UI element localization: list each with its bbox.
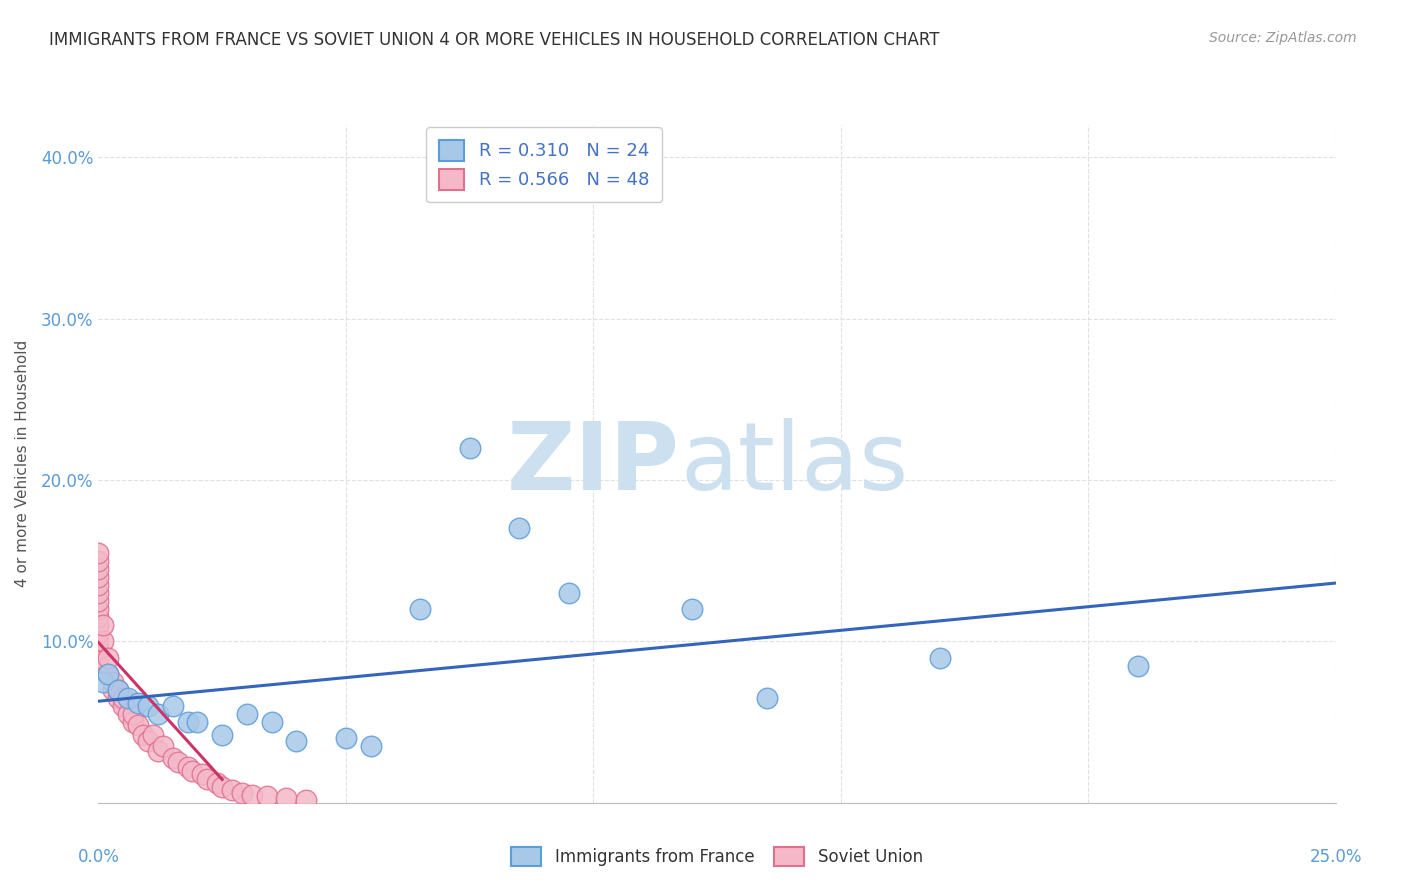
Point (122, 715, 145, 730)
Point (107, 682, 129, 697)
Text: 25.0%: 25.0% (1309, 848, 1362, 866)
Point (928, 650, 950, 665)
Point (87, 642, 110, 657)
Legend: Immigrants from France, Soviet Union: Immigrants from France, Soviet Union (505, 840, 929, 872)
Point (176, 760, 198, 774)
Point (211, 780, 233, 794)
Point (176, 715, 198, 730)
Point (186, 715, 208, 730)
Point (409, 602, 432, 616)
Point (136, 734, 159, 748)
Point (87, 554, 110, 568)
Text: IMMIGRANTS FROM FRANCE VS SOVIET UNION 4 OR MORE VEHICLES IN HOUSEHOLD CORRELATI: IMMIGRANTS FROM FRANCE VS SOVIET UNION 4… (49, 31, 939, 49)
Point (360, 739, 382, 754)
Point (87, 618, 110, 632)
Point (276, 791, 298, 805)
Point (205, 776, 228, 790)
Point (103, 682, 125, 697)
Point (97, 650, 120, 665)
Point (256, 789, 278, 804)
Point (107, 682, 129, 697)
Point (557, 586, 579, 600)
Point (146, 744, 169, 758)
Point (127, 696, 149, 710)
Point (93, 634, 115, 648)
Point (87, 650, 110, 665)
Point (240, 788, 263, 802)
Point (87, 658, 110, 673)
Point (285, 734, 308, 748)
Point (755, 690, 778, 705)
Point (191, 766, 214, 780)
Point (87, 634, 110, 648)
Point (117, 706, 139, 721)
Point (87, 586, 110, 600)
Point (93, 674, 115, 689)
Point (87, 570, 110, 584)
Point (87, 594, 110, 608)
Point (87, 546, 110, 560)
Text: Source: ZipAtlas.com: Source: ZipAtlas.com (1209, 31, 1357, 45)
Point (93, 618, 115, 632)
Point (132, 728, 155, 742)
Point (97, 666, 120, 681)
Text: 0.0%: 0.0% (77, 848, 120, 866)
Point (103, 674, 125, 689)
Point (458, 441, 481, 455)
Point (1126, 658, 1149, 673)
Point (136, 698, 159, 713)
Text: atlas: atlas (681, 417, 908, 510)
Point (162, 750, 184, 764)
Point (87, 578, 110, 592)
Point (162, 698, 184, 713)
Point (181, 764, 204, 778)
Point (87, 626, 110, 640)
Point (97, 666, 120, 681)
Y-axis label: 4 or more Vehicles in Household: 4 or more Vehicles in Household (15, 340, 30, 588)
Point (112, 698, 135, 713)
Point (221, 783, 243, 797)
Point (117, 690, 139, 705)
Point (112, 690, 135, 705)
Point (146, 706, 169, 721)
Point (236, 706, 259, 721)
Point (195, 772, 218, 786)
Point (260, 715, 283, 730)
Point (295, 792, 318, 806)
Point (152, 739, 174, 754)
Point (127, 718, 149, 732)
Point (87, 610, 110, 624)
Point (335, 731, 357, 746)
Point (508, 521, 530, 535)
Point (211, 728, 233, 742)
Point (231, 786, 253, 800)
Point (122, 706, 145, 721)
Text: ZIP: ZIP (508, 417, 681, 510)
Point (107, 690, 129, 705)
Point (142, 728, 165, 742)
Point (681, 602, 703, 616)
Point (87, 562, 110, 576)
Point (87, 602, 110, 616)
Point (166, 756, 188, 770)
